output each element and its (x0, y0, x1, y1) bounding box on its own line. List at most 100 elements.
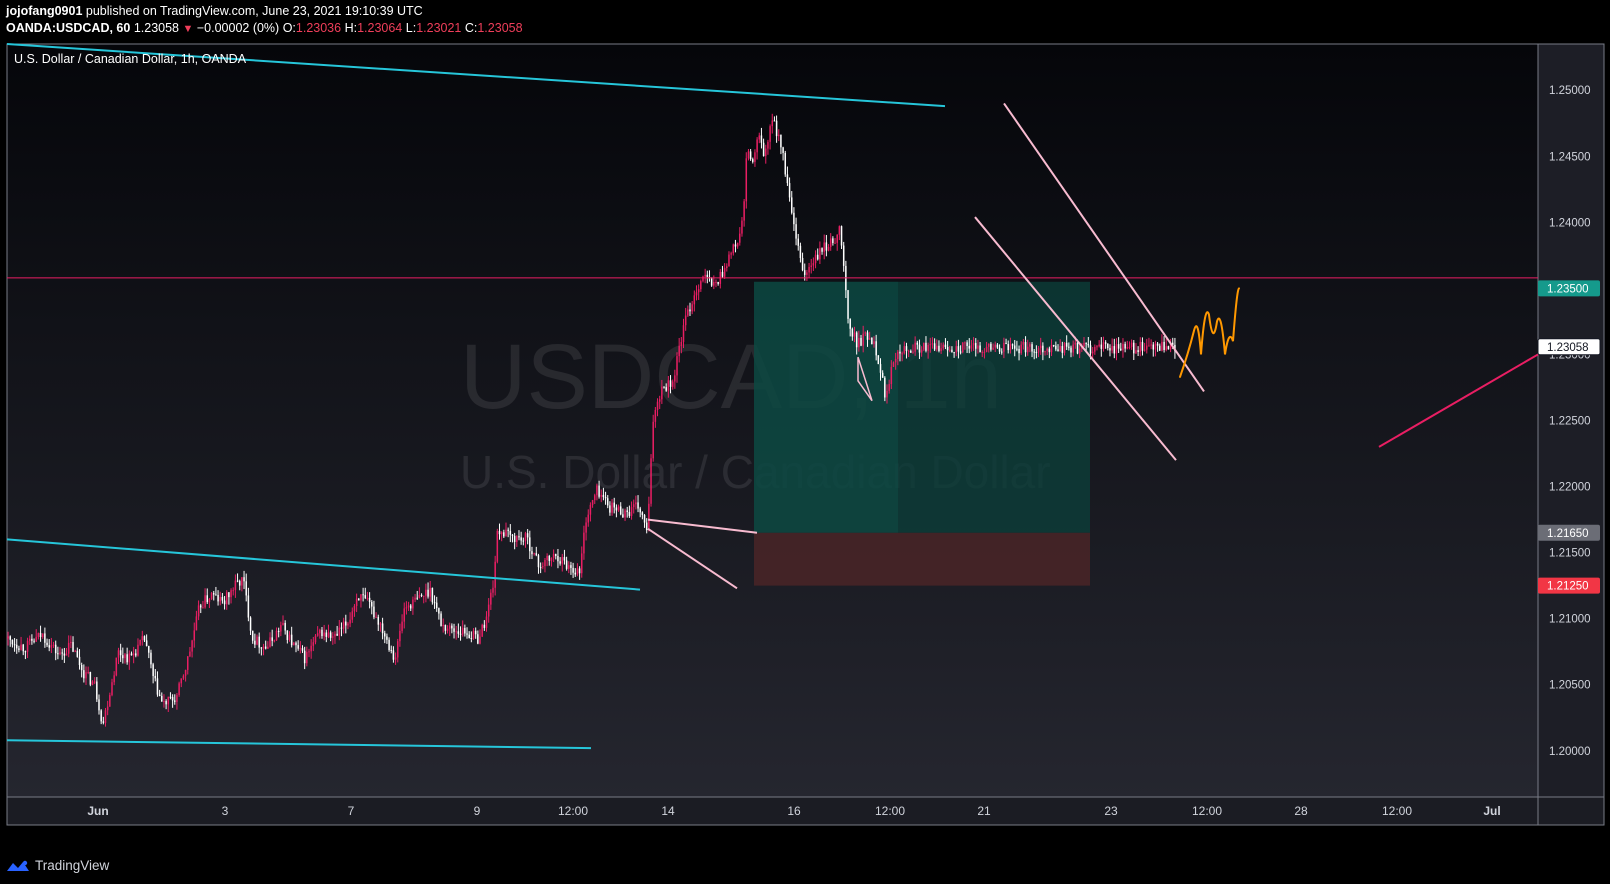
candle-body (306, 651, 308, 664)
candle-body (700, 281, 702, 290)
high-label: H: (344, 21, 358, 35)
candle-body (959, 351, 962, 353)
candle-body (713, 282, 715, 286)
candle-body (1113, 346, 1116, 354)
candle-body (472, 630, 475, 639)
candle-body (39, 632, 42, 637)
channel-lower-line (974, 216, 1177, 461)
drawing-layer[interactable] (6, 43, 1539, 750)
candle-body (28, 638, 31, 641)
candle-body (1011, 344, 1014, 346)
pennant-shape (857, 356, 873, 402)
candle-body (1005, 342, 1007, 344)
candle-body (442, 624, 444, 626)
candle-body (91, 681, 94, 685)
candle-body (161, 696, 163, 702)
candle-body (1100, 344, 1103, 349)
candle-body (65, 653, 68, 656)
candle-body (626, 510, 628, 512)
candle-body (801, 257, 804, 271)
symbol-label: OANDA:USDCAD, 60 (6, 21, 131, 35)
candle-body (797, 238, 799, 246)
candle-body (557, 555, 559, 562)
candle-body (974, 343, 977, 349)
candle-body (721, 271, 724, 277)
time-tick-label: 7 (348, 804, 355, 818)
candle-body (310, 645, 312, 652)
candle-body (695, 292, 698, 296)
candle-body (535, 553, 538, 556)
candle-body (840, 226, 843, 246)
price-chart[interactable]: USDCAD, 1h U.S. Dollar / Canadian Dollar… (0, 40, 1610, 850)
candle-body (881, 372, 884, 378)
candle-body (823, 242, 825, 252)
tradingview-logo[interactable]: TradingView (6, 858, 109, 873)
candle-body (658, 399, 661, 402)
candle-body (916, 342, 919, 345)
candle-body (141, 636, 144, 640)
candle-body (994, 344, 996, 348)
price-scale[interactable] (1538, 44, 1604, 797)
candle-body (433, 602, 436, 604)
candle-body (656, 401, 659, 410)
candle-body (1171, 342, 1174, 345)
candle-body (485, 616, 488, 628)
price-tag-entry (1538, 524, 1600, 541)
candle-body (842, 245, 845, 266)
candle-body (128, 653, 131, 663)
candle-body (440, 613, 442, 626)
candle-body (923, 342, 925, 350)
candle-body (691, 304, 693, 312)
price-tick-label: 1.21000 (1549, 614, 1591, 626)
candle-body (262, 646, 265, 649)
chart-legend: U.S. Dollar / Canadian Dollar, 1h, OANDA (14, 52, 247, 66)
candle-body (371, 601, 373, 607)
time-tick-label: Jun (87, 804, 108, 818)
candle-body (277, 630, 280, 632)
candle-body (15, 644, 18, 649)
candle-body (340, 627, 343, 629)
candle-body (89, 671, 92, 685)
candle-body (537, 555, 540, 568)
candle-body (767, 141, 769, 149)
candle-body (663, 386, 665, 388)
candle-body (251, 630, 254, 641)
candle-body (83, 670, 85, 679)
candle-body (578, 568, 581, 574)
candle-body (290, 634, 293, 646)
candle-body (665, 387, 667, 391)
candle-body (596, 485, 598, 496)
candle-body (1000, 351, 1003, 353)
chart-area[interactable]: USDCAD, 1h U.S. Dollar / Canadian Dollar… (0, 40, 1610, 850)
candle-body (689, 309, 691, 312)
candle-body (422, 595, 425, 597)
candle-body (743, 201, 745, 221)
long-position-tool[interactable] (754, 281, 1090, 586)
candle-body (593, 495, 596, 501)
candle-body (396, 641, 399, 658)
candle-body (338, 627, 341, 636)
candle-body (574, 572, 577, 575)
candle-body (799, 245, 802, 258)
price-change: −0.00002 (0%) (196, 21, 280, 35)
candle-body (890, 366, 893, 385)
time-scale[interactable] (7, 797, 1604, 825)
candle-body (137, 644, 139, 656)
time-tick-label: Jul (1483, 804, 1500, 818)
candle-body (158, 694, 161, 697)
low-label: L: (405, 21, 417, 35)
candle-body (464, 627, 466, 634)
candle-body (1154, 343, 1157, 350)
time-tick-label: 12:00 (1382, 804, 1412, 818)
candle-body (648, 503, 650, 531)
price-tag-level (1538, 280, 1600, 297)
candle-body (353, 605, 356, 612)
candle-body (258, 636, 260, 648)
candle-body (206, 595, 209, 603)
candle-body (448, 625, 451, 629)
candle-body (555, 553, 557, 556)
candle-body (74, 650, 76, 652)
candle-body (728, 254, 730, 267)
candle-body (754, 152, 756, 162)
candle-body (412, 599, 414, 609)
